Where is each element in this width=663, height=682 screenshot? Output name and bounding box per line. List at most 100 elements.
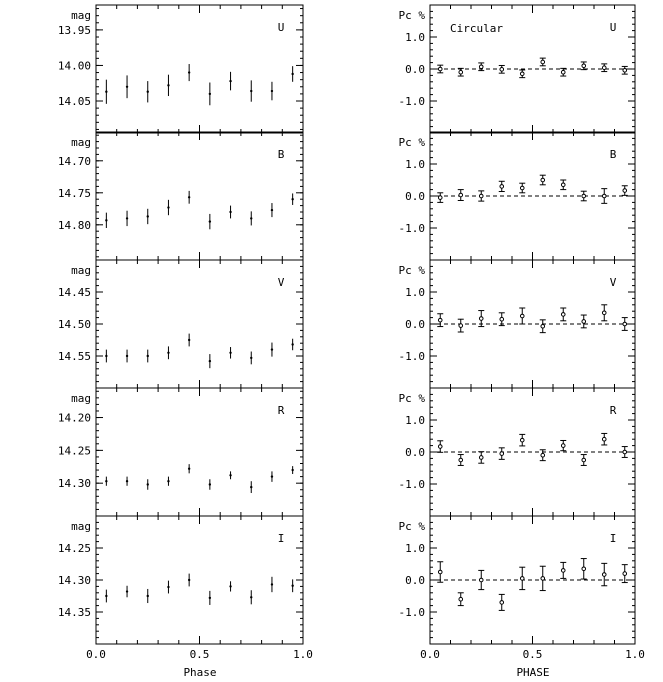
- data-point: [125, 476, 129, 486]
- data-point: [291, 466, 294, 474]
- point-marker: [208, 359, 212, 363]
- point-marker: [125, 217, 129, 220]
- data-point: [146, 349, 149, 363]
- data-point: [208, 82, 212, 106]
- point-marker: [291, 198, 294, 201]
- point-marker: [187, 467, 191, 470]
- data-point: [250, 351, 253, 365]
- point-marker: [146, 215, 149, 218]
- point-marker: [167, 480, 170, 483]
- point-marker: [622, 571, 628, 576]
- y-tick-label: 14.80: [58, 219, 91, 232]
- point-marker: [601, 193, 607, 199]
- point-marker: [270, 208, 274, 212]
- data-point: [291, 338, 294, 351]
- data-point: [208, 213, 212, 230]
- data-point: [560, 439, 567, 452]
- y-tick-label: 14.05: [58, 95, 91, 108]
- point-marker: [229, 210, 232, 214]
- panel-right-v: 1.0 0.0 -1.0 Pc % V: [399, 259, 636, 389]
- left-x-axis-label: Phase: [183, 666, 216, 679]
- point-marker: [250, 596, 253, 599]
- panel-right-r: 1.0 0.0 -1.0 Pc % R: [399, 387, 636, 517]
- x-tick-label: 0.0: [86, 648, 106, 661]
- point-marker: [187, 578, 191, 582]
- y-axis-unit-label: Pc %: [399, 392, 426, 405]
- point-marker: [250, 217, 253, 220]
- point-marker: [519, 437, 525, 443]
- data-point: [560, 67, 567, 77]
- y-tick-label: 1.0: [405, 158, 425, 171]
- point-marker: [601, 310, 607, 316]
- point-marker: [560, 69, 566, 75]
- data-point: [250, 211, 253, 226]
- point-marker: [146, 483, 149, 486]
- point-marker: [250, 89, 253, 93]
- data-point: [229, 205, 232, 219]
- y-axis-unit-label: mag: [71, 9, 91, 22]
- point-marker: [622, 449, 628, 455]
- band-label: U: [610, 21, 617, 34]
- data-point: [457, 67, 464, 77]
- panel-left-r: 14.20 14.25 14.30 mag R: [58, 387, 304, 517]
- data-point: [498, 593, 505, 611]
- panel-layer: 13.9514.0014.05magU14.7014.7514.80magB14…: [58, 4, 645, 661]
- y-tick-label: 14.75: [58, 187, 91, 200]
- point-marker: [146, 354, 149, 358]
- data-point: [125, 210, 129, 227]
- point-marker: [229, 585, 232, 588]
- point-marker: [437, 66, 443, 72]
- point-marker: [270, 583, 274, 586]
- data-point: [270, 342, 274, 357]
- point-marker: [560, 443, 566, 448]
- data-point: [167, 346, 170, 360]
- y-tick-label: 0.0: [405, 574, 425, 587]
- data-point: [539, 174, 546, 186]
- data-point: [250, 590, 253, 605]
- point-marker: [499, 184, 505, 189]
- y-axis-unit-label: Pc %: [399, 9, 426, 22]
- data-point: [167, 580, 170, 594]
- y-tick-label: 14.30: [58, 574, 91, 587]
- data-point: [580, 314, 587, 329]
- point-marker: [229, 351, 232, 354]
- data-point: [519, 307, 526, 325]
- data-point: [105, 79, 108, 104]
- point-marker: [540, 177, 546, 183]
- data-point: [457, 454, 464, 466]
- data-point: [187, 190, 191, 204]
- y-axis-unit-label: mag: [71, 520, 91, 533]
- point-marker: [581, 319, 587, 324]
- data-point: [519, 566, 526, 591]
- data-point: [250, 481, 253, 494]
- point-marker: [437, 195, 443, 200]
- point-marker: [560, 312, 566, 317]
- data-point: [601, 562, 608, 587]
- point-marker: [478, 455, 484, 460]
- point-marker: [437, 569, 443, 575]
- point-marker: [105, 90, 108, 93]
- panel-frame: [95, 387, 304, 517]
- point-marker: [250, 485, 253, 489]
- point-marker: [458, 192, 464, 198]
- point-marker: [187, 196, 191, 199]
- data-point: [560, 561, 567, 579]
- point-marker: [105, 219, 108, 222]
- data-point: [457, 189, 464, 201]
- point-marker: [291, 468, 294, 472]
- data-point: [291, 579, 294, 593]
- data-point: [560, 179, 567, 191]
- point-marker: [270, 348, 274, 351]
- x-tick-label: 0.5: [523, 648, 543, 661]
- data-point: [498, 64, 505, 74]
- y-tick-label: 1.0: [405, 542, 425, 555]
- point-marker: [478, 64, 484, 70]
- panel-left-b: 14.70 14.75 14.80 mag B: [58, 131, 304, 261]
- point-marker: [208, 596, 212, 600]
- y-tick-label: -1.0: [399, 222, 426, 235]
- data-point: [229, 581, 232, 592]
- point-marker: [270, 89, 274, 93]
- point-marker: [540, 452, 546, 458]
- data-point: [291, 66, 294, 82]
